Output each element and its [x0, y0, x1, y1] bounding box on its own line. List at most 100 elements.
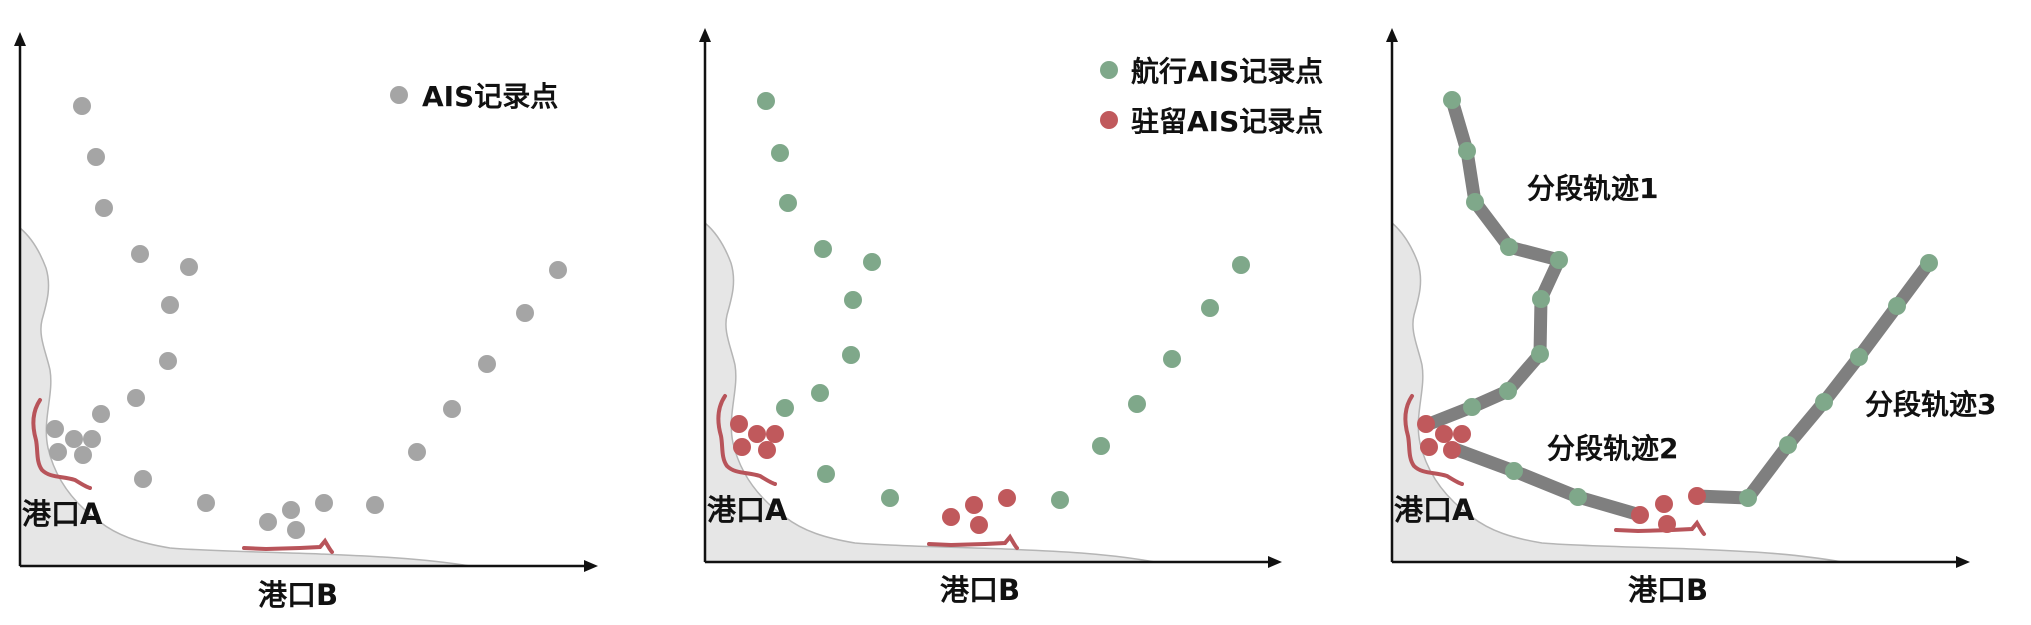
sailing-ais-point: [776, 399, 794, 417]
ais-point: [73, 97, 91, 115]
y-axis-arrow: [14, 32, 26, 46]
port-a-boundary: [716, 394, 777, 486]
stay-ais-point: [730, 415, 748, 433]
sailing-ais-point: [1550, 251, 1568, 269]
port-b-boundary: [927, 533, 1019, 550]
stay-ais-point: [733, 438, 751, 456]
ais-point: [549, 261, 567, 279]
stay-ais-point: [1435, 425, 1453, 443]
ais-point: [287, 521, 305, 539]
sailing-ais-point: [817, 465, 835, 483]
sailing-ais-point: [771, 144, 789, 162]
ais-point: [478, 355, 496, 373]
legend-marker-stay: [1100, 111, 1118, 129]
sailing-ais-point: [844, 291, 862, 309]
sailing-ais-point: [1850, 348, 1868, 366]
port-b-label: 港口B: [1628, 573, 1708, 607]
port-b-boundary: [1614, 519, 1706, 536]
ais-point: [46, 420, 64, 438]
legend-label-ais: AIS记录点: [422, 80, 558, 113]
ais-point: [366, 496, 384, 514]
sailing-points: [757, 92, 1250, 509]
sailing-ais-point: [1500, 238, 1518, 256]
sailing-ais-point: [1920, 254, 1938, 272]
x-axis-arrow: [1956, 556, 1970, 568]
y-axis-arrow: [699, 28, 711, 42]
sailing-ais-point: [1232, 256, 1250, 274]
segment-1-track: [1422, 93, 1566, 431]
port-b-boundary: [242, 537, 334, 554]
sailing-ais-point: [814, 240, 832, 258]
ais-point: [516, 304, 534, 322]
coastline: [19, 226, 471, 567]
sailing-ais-point: [863, 253, 881, 271]
ais-point: [83, 430, 101, 448]
legend-marker-ais: [390, 86, 408, 104]
sailing-ais-point: [1499, 382, 1517, 400]
ais-point: [315, 494, 333, 512]
sailing-ais-point: [1163, 350, 1181, 368]
panel-segmented-trajectories: 分段轨迹1 分段轨迹2 分段轨迹3 港口A 港口B: [1386, 28, 1996, 607]
stay-ais-point: [766, 425, 784, 443]
sailing-ais-point: [1532, 290, 1550, 308]
segment-2-label: 分段轨迹2: [1547, 432, 1678, 465]
stay-ais-point: [1453, 425, 1471, 443]
stay-ais-point: [965, 496, 983, 514]
panel-raw-ais-points: AIS记录点 港口A 港口B: [14, 32, 598, 612]
x-axis-arrow: [1268, 556, 1282, 568]
stay-ais-point: [1658, 515, 1676, 533]
segment-3-label: 分段轨迹3: [1865, 388, 1996, 421]
segment-1-label: 分段轨迹1: [1527, 172, 1658, 205]
sailing-ais-point: [1888, 297, 1906, 315]
port-a-label: 港口A: [1394, 493, 1475, 527]
sailing-ais-point: [757, 92, 775, 110]
panel-classified-ais-points: 航行AIS记录点 驻留AIS记录点 港口A 港口B: [699, 28, 1323, 607]
sailing-ais-point: [1569, 488, 1587, 506]
stay-ais-point: [998, 489, 1016, 507]
ais-point: [134, 470, 152, 488]
sailing-ais-point: [1739, 489, 1757, 507]
ais-point: [161, 296, 179, 314]
ais-point: [159, 352, 177, 370]
ais-point: [259, 513, 277, 531]
port-a-label: 港口A: [22, 497, 103, 531]
ais-point: [180, 258, 198, 276]
sailing-ais-point: [1531, 345, 1549, 363]
sailing-ais-point: [1466, 193, 1484, 211]
stay-points: [730, 415, 1016, 534]
sailing-ais-point: [1051, 491, 1069, 509]
stay-ais-point: [1443, 441, 1461, 459]
x-axis-arrow: [584, 560, 598, 572]
sailing-ais-point: [1779, 436, 1797, 454]
stay-ais-point: [1417, 415, 1435, 433]
ais-point: [49, 443, 67, 461]
ais-point: [65, 430, 83, 448]
legend-label-stay: 驻留AIS记录点: [1131, 105, 1323, 138]
stay-ais-point: [748, 425, 766, 443]
ais-point: [443, 400, 461, 418]
stay-ais-point: [1420, 438, 1438, 456]
sailing-ais-point: [881, 489, 899, 507]
port-b-label: 港口B: [258, 578, 338, 612]
sailing-ais-point: [1463, 398, 1481, 416]
sailing-ais-point: [779, 194, 797, 212]
sailing-ais-point: [1458, 142, 1476, 160]
ais-point: [131, 245, 149, 263]
ais-point: [95, 199, 113, 217]
legend-label-sailing: 航行AIS记录点: [1131, 55, 1323, 88]
sailing-ais-point: [842, 346, 860, 364]
sailing-ais-point: [1092, 437, 1110, 455]
coastline: [1391, 221, 1843, 563]
ais-points: [46, 97, 567, 539]
trajectory-sailing-points: [1443, 91, 1938, 507]
coastline: [704, 221, 1156, 563]
stay-ais-point: [970, 516, 988, 534]
sailing-ais-point: [1128, 395, 1146, 413]
sailing-ais-point: [1443, 91, 1461, 109]
sailing-ais-point: [1201, 299, 1219, 317]
trajectory-lines: [1422, 93, 1936, 522]
ais-point: [197, 494, 215, 512]
ais-point: [408, 443, 426, 461]
ais-point: [87, 148, 105, 166]
